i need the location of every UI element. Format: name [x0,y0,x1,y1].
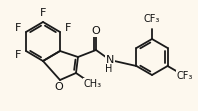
Text: F: F [65,23,71,33]
Text: F: F [40,8,46,18]
Text: O: O [92,26,100,36]
Text: O: O [54,82,63,92]
Text: CF₃: CF₃ [144,14,160,24]
Text: F: F [15,23,21,33]
Text: N: N [106,55,114,65]
Text: F: F [15,50,21,60]
Text: CF₃: CF₃ [177,71,193,81]
Text: H: H [105,64,113,74]
Text: CH₃: CH₃ [83,79,102,89]
